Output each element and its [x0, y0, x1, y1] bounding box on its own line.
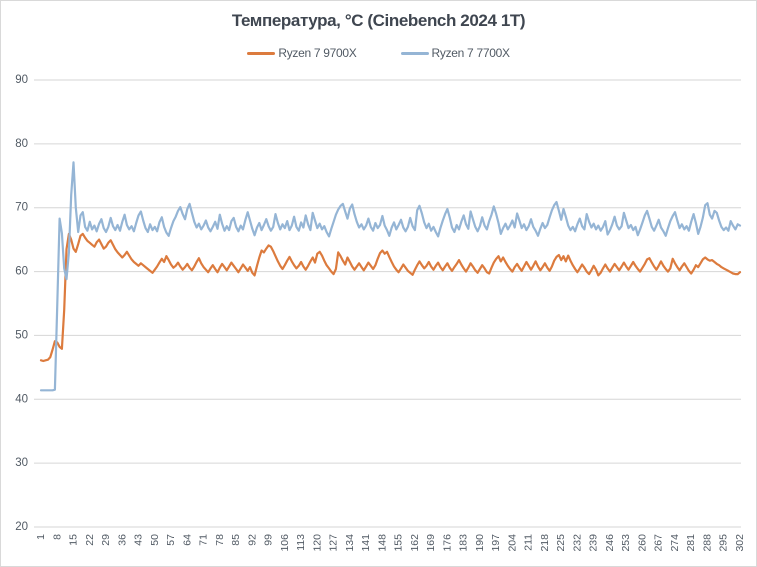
x-tick-label-253: 253 [620, 534, 632, 552]
x-tick-label-64: 64 [181, 534, 193, 546]
x-tick-label-155: 155 [393, 534, 405, 552]
y-tick-label-50: 50 [15, 329, 28, 341]
x-tick-label-1: 1 [35, 534, 47, 540]
line-ryzen-7-7700x [39, 161, 742, 392]
x-tick-label-197: 197 [490, 534, 502, 552]
y-axis-labels: 20 30 40 50 60 70 80 90 [15, 74, 28, 533]
x-tick-label-8: 8 [51, 534, 63, 540]
x-tick-label-162: 162 [409, 534, 421, 552]
x-tick-label-43: 43 [133, 534, 145, 546]
x-tick-label-288: 288 [701, 534, 713, 552]
x-tick-label-36: 36 [116, 534, 128, 546]
x-tick-label-29: 29 [100, 534, 112, 546]
x-tick-label-141: 141 [360, 534, 372, 552]
x-tick-label-183: 183 [458, 534, 470, 552]
legend-line-swatch-blue [400, 51, 429, 55]
legend-item-ryzen-7-9700x: Ryzen 7 9700X [247, 46, 357, 60]
x-tick-label-57: 57 [165, 534, 177, 546]
x-tick-label-267: 267 [653, 534, 665, 552]
x-tick-label-99: 99 [263, 534, 275, 546]
legend-line-swatch-orange [247, 51, 276, 55]
x-axis-labels: 1 8 15 22 29 36 43 50 57 64 71 78 85 92 99 106 113 120 127… [35, 534, 746, 552]
x-tick-label-50: 50 [149, 534, 161, 546]
x-tick-label-106: 106 [279, 534, 291, 552]
x-tick-label-22: 22 [84, 534, 96, 546]
x-tick-label-127: 127 [328, 534, 340, 552]
x-tick-label-85: 85 [230, 534, 242, 546]
line-ryzen-7-9700x [39, 232, 742, 363]
y-tick-label-20: 20 [15, 521, 28, 533]
x-tick-label-239: 239 [588, 534, 600, 552]
x-tick-label-295: 295 [718, 534, 730, 552]
chart-title: Температура, °C (Cinebench 2024 1T) [231, 11, 526, 30]
x-tick-label-148: 148 [376, 534, 388, 552]
x-tick-label-71: 71 [198, 534, 210, 546]
legend-item-ryzen-7-7700x: Ryzen 7 7700X [400, 46, 510, 60]
y-tick-label-30: 30 [15, 457, 28, 469]
x-tick-label-302: 302 [734, 534, 746, 552]
x-tick-label-78: 78 [214, 534, 226, 546]
x-tick-label-176: 176 [441, 534, 453, 552]
y-tick-label-70: 70 [15, 202, 28, 214]
series-lines [39, 161, 742, 392]
x-tick-label-169: 169 [425, 534, 437, 552]
x-tick-label-281: 281 [685, 534, 697, 552]
x-tick-label-274: 274 [669, 534, 681, 552]
legend-label-ryzen-7-9700x: Ryzen 7 9700X [278, 46, 357, 60]
y-tick-label-80: 80 [15, 138, 28, 150]
y-tick-label-60: 60 [15, 266, 28, 278]
x-tick-label-232: 232 [571, 534, 583, 552]
x-tick-label-15: 15 [68, 534, 80, 546]
legend-label-ryzen-7-7700x: Ryzen 7 7700X [431, 46, 510, 60]
x-tick-label-113: 113 [295, 534, 307, 551]
x-tick-label-260: 260 [636, 534, 648, 552]
chart-legend: Ryzen 7 9700X Ryzen 7 7700X [1, 46, 756, 60]
x-tick-label-92: 92 [246, 534, 258, 546]
x-tick-label-120: 120 [311, 534, 323, 552]
x-tick-label-211: 211 [523, 534, 535, 551]
x-tick-label-218: 218 [539, 534, 551, 552]
gridlines [34, 79, 741, 528]
x-tick-label-190: 190 [474, 534, 486, 552]
x-tick-label-204: 204 [506, 534, 518, 552]
x-tick-label-134: 134 [344, 534, 356, 552]
y-tick-label-40: 40 [15, 393, 28, 405]
x-tick-label-225: 225 [555, 534, 567, 552]
y-tick-label-90: 90 [15, 74, 28, 86]
x-tick-label-246: 246 [604, 534, 616, 552]
